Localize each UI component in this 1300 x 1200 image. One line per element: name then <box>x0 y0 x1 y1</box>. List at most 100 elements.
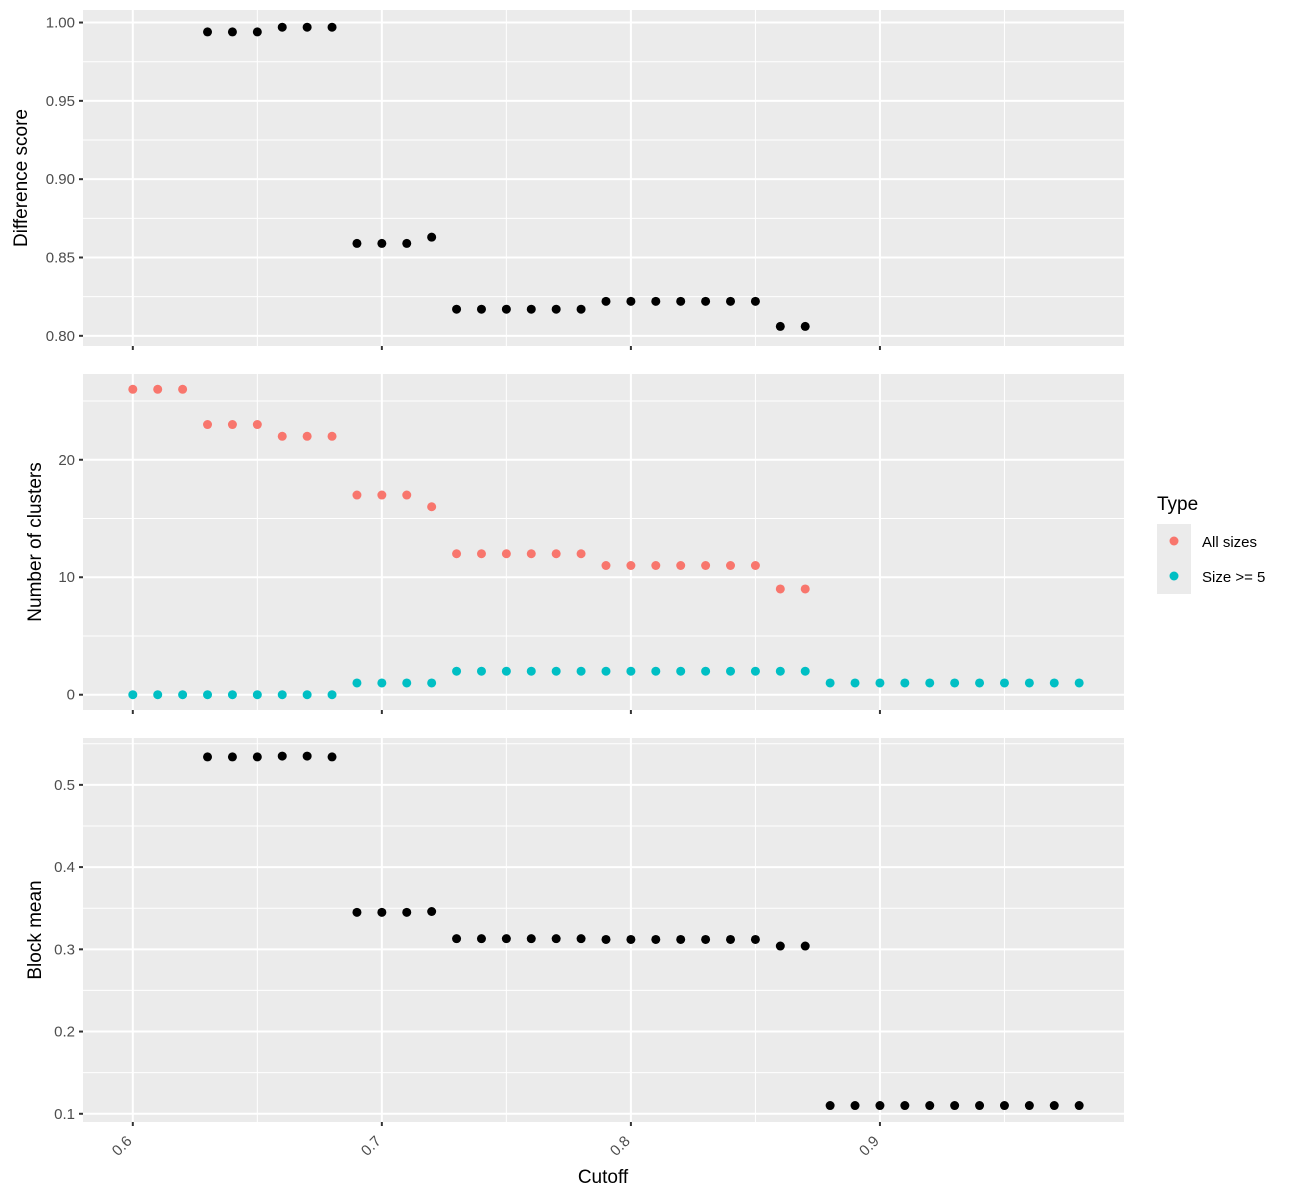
data-point <box>626 296 636 306</box>
data-point <box>327 690 337 700</box>
data-point <box>402 490 412 500</box>
data-point <box>800 321 810 331</box>
data-point <box>277 431 287 441</box>
data-point <box>352 490 362 500</box>
data-point <box>750 560 760 570</box>
legend-title: Type <box>1157 494 1198 515</box>
data-point <box>626 666 636 676</box>
data-point <box>302 690 312 700</box>
data-point <box>576 304 586 314</box>
data-point <box>153 384 163 394</box>
data-point <box>1074 1101 1084 1111</box>
panel-background <box>83 374 1124 710</box>
legend-key-size-5 <box>1169 571 1179 581</box>
data-point <box>701 560 711 570</box>
data-point <box>651 666 661 676</box>
x-tick-label: 0.9 <box>856 1133 883 1160</box>
data-point <box>128 690 138 700</box>
data-point <box>227 27 237 37</box>
y-tick-label: 0.85 <box>46 249 75 266</box>
data-point <box>377 238 387 248</box>
data-point <box>800 666 810 676</box>
data-point <box>227 752 237 762</box>
data-point <box>676 560 686 570</box>
data-point <box>203 420 213 430</box>
y-tick-label: 1.00 <box>46 15 75 32</box>
data-point <box>950 678 960 688</box>
data-point <box>1049 1101 1059 1111</box>
data-point <box>452 304 462 314</box>
data-point <box>626 934 636 944</box>
data-point <box>427 232 437 242</box>
x-tick-label: 0.6 <box>109 1133 136 1160</box>
data-point <box>601 560 611 570</box>
data-point <box>452 666 462 676</box>
panel-background <box>83 10 1124 346</box>
data-point <box>800 941 810 951</box>
data-point <box>999 1101 1009 1111</box>
y-tick-label: 0.3 <box>54 941 75 958</box>
data-point <box>576 934 586 944</box>
data-point <box>476 549 486 559</box>
data-point <box>1024 678 1034 688</box>
data-point <box>352 907 362 917</box>
data-point <box>750 666 760 676</box>
data-point <box>726 934 736 944</box>
data-point <box>925 1101 935 1111</box>
legend-key-all-sizes <box>1169 536 1179 546</box>
data-point <box>800 584 810 594</box>
data-point <box>227 420 237 430</box>
data-point <box>377 678 387 688</box>
y-tick-label: 0.2 <box>54 1024 75 1041</box>
data-point <box>377 907 387 917</box>
data-point <box>377 490 387 500</box>
data-point <box>1074 678 1084 688</box>
data-point <box>750 934 760 944</box>
data-point <box>252 752 262 762</box>
data-point <box>203 27 213 37</box>
data-point <box>651 296 661 306</box>
y-tick-label: 20 <box>58 452 75 469</box>
data-point <box>128 384 138 394</box>
data-point <box>526 304 536 314</box>
data-point <box>178 384 188 394</box>
data-point <box>402 678 412 688</box>
data-point <box>1049 678 1059 688</box>
panel-background <box>83 738 1124 1122</box>
data-point <box>501 934 511 944</box>
data-point <box>726 296 736 306</box>
data-point <box>501 304 511 314</box>
data-point <box>476 304 486 314</box>
data-point <box>1024 1101 1034 1111</box>
data-point <box>975 678 985 688</box>
data-point <box>726 666 736 676</box>
y-axis-label: Difference score <box>11 109 32 247</box>
y-tick-label: 0.80 <box>46 328 75 345</box>
data-point <box>501 666 511 676</box>
data-point <box>153 690 163 700</box>
data-point <box>252 420 262 430</box>
data-point <box>452 934 462 944</box>
panel-1: 0.80 0.85 0.90 0.95 1.00 Difference score <box>11 10 1124 350</box>
data-point <box>227 690 237 700</box>
data-point <box>875 1101 885 1111</box>
y-tick-label: 0.4 <box>54 859 75 876</box>
data-point <box>701 296 711 306</box>
y-tick-label: 0.1 <box>54 1106 75 1123</box>
data-point <box>327 431 337 441</box>
data-point <box>526 666 536 676</box>
data-point <box>203 752 213 762</box>
y-tick-label: 10 <box>58 569 75 586</box>
data-point <box>676 666 686 676</box>
y-tick-label: 0.5 <box>54 777 75 794</box>
data-point <box>302 431 312 441</box>
data-point <box>676 934 686 944</box>
data-point <box>352 238 362 248</box>
data-point <box>775 666 785 676</box>
legend: Type All sizes Size >= 5 <box>1157 494 1265 594</box>
data-point <box>825 1101 835 1111</box>
data-point <box>701 666 711 676</box>
data-point <box>651 934 661 944</box>
data-point <box>501 549 511 559</box>
data-point <box>775 584 785 594</box>
